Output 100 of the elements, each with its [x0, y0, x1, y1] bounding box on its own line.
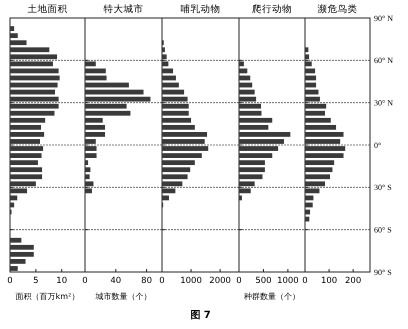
bar	[10, 153, 42, 158]
bar	[162, 96, 188, 102]
bar	[305, 68, 316, 74]
bar	[10, 26, 14, 31]
x-tick-label: 0	[302, 276, 308, 286]
bar	[239, 188, 251, 194]
bar	[10, 181, 36, 186]
bar	[10, 202, 14, 208]
y-tick-label: 90° S	[374, 268, 392, 277]
bar	[85, 188, 92, 194]
x-tick-label: 0	[236, 276, 242, 286]
bar	[239, 181, 255, 186]
bar	[10, 54, 58, 60]
bar	[85, 181, 94, 186]
bar	[10, 132, 44, 137]
bar	[305, 153, 344, 158]
x-tick-label: 0	[159, 276, 165, 286]
bar	[162, 47, 165, 52]
bar	[85, 124, 106, 130]
bar	[162, 196, 169, 200]
bar	[305, 188, 320, 194]
bar	[239, 110, 262, 116]
y-tick-label: 0°	[374, 140, 382, 150]
bar	[10, 61, 53, 66]
bar	[305, 196, 314, 200]
bar	[85, 160, 88, 166]
bar	[10, 76, 60, 80]
bar	[239, 139, 284, 144]
bar	[305, 181, 325, 186]
bar	[10, 82, 58, 88]
bar	[85, 153, 97, 158]
bar	[239, 118, 272, 123]
bar	[10, 33, 18, 38]
y-tick-label: 60° N	[374, 56, 394, 66]
bar	[85, 110, 130, 116]
bar	[10, 124, 42, 130]
bar	[10, 252, 34, 257]
y-tick-label: 30° S	[374, 183, 392, 192]
bar	[239, 174, 262, 180]
bar	[239, 160, 265, 166]
y-tick-label: 30° N	[374, 98, 394, 108]
bar	[10, 110, 54, 116]
bar	[162, 90, 184, 94]
bar	[239, 76, 250, 80]
bar	[85, 118, 103, 123]
bar	[305, 202, 313, 208]
bar	[239, 132, 290, 137]
bar	[162, 153, 202, 158]
bar	[305, 61, 312, 66]
bar	[85, 146, 97, 151]
bar	[85, 132, 106, 137]
bar	[305, 216, 310, 222]
bar	[85, 167, 90, 172]
bar	[239, 61, 244, 66]
bar	[10, 104, 59, 109]
chart-title: 土地面积	[28, 3, 68, 15]
x-tick-label: 10	[56, 276, 68, 286]
bar	[239, 124, 268, 130]
bar	[305, 160, 334, 166]
bar	[162, 132, 208, 137]
y-tick-label: 60° S	[374, 225, 392, 234]
bar	[10, 68, 59, 74]
x-axis-title: 面积（百万km²）	[16, 292, 80, 301]
bar	[305, 82, 316, 88]
bar	[239, 96, 256, 102]
bar	[239, 82, 252, 88]
bar	[85, 90, 144, 94]
chart-title: 哺乳动物	[180, 3, 220, 15]
bar	[10, 160, 38, 166]
chart-title: 特大城市	[104, 3, 144, 15]
chart-title: 濒危鸟类	[318, 3, 358, 15]
bar	[85, 76, 107, 80]
bar	[10, 196, 18, 200]
y-tick-label: 90° N	[374, 14, 394, 23]
bar	[239, 167, 265, 172]
bar	[305, 167, 332, 172]
x-tick-label: 1000	[277, 276, 299, 286]
bar	[162, 110, 189, 116]
bar	[305, 54, 310, 60]
bar	[162, 188, 176, 194]
bar	[10, 259, 26, 264]
bar	[239, 90, 255, 94]
bar	[162, 104, 189, 109]
bar	[10, 146, 44, 151]
bar	[162, 61, 168, 66]
bar	[305, 210, 310, 214]
bar	[162, 54, 167, 60]
bar	[85, 96, 150, 102]
bar	[10, 238, 22, 243]
bar	[305, 139, 340, 144]
bar	[305, 90, 318, 94]
bar	[239, 196, 242, 200]
bar	[10, 167, 42, 172]
x-tick-label: 40	[110, 276, 122, 286]
bar	[305, 47, 308, 52]
bar	[10, 118, 46, 123]
x-tick-label: 80	[141, 276, 152, 286]
x-axis-title: 城市数量（个）	[94, 292, 152, 301]
bar	[305, 174, 330, 180]
x-tick-label: 0	[7, 276, 13, 286]
